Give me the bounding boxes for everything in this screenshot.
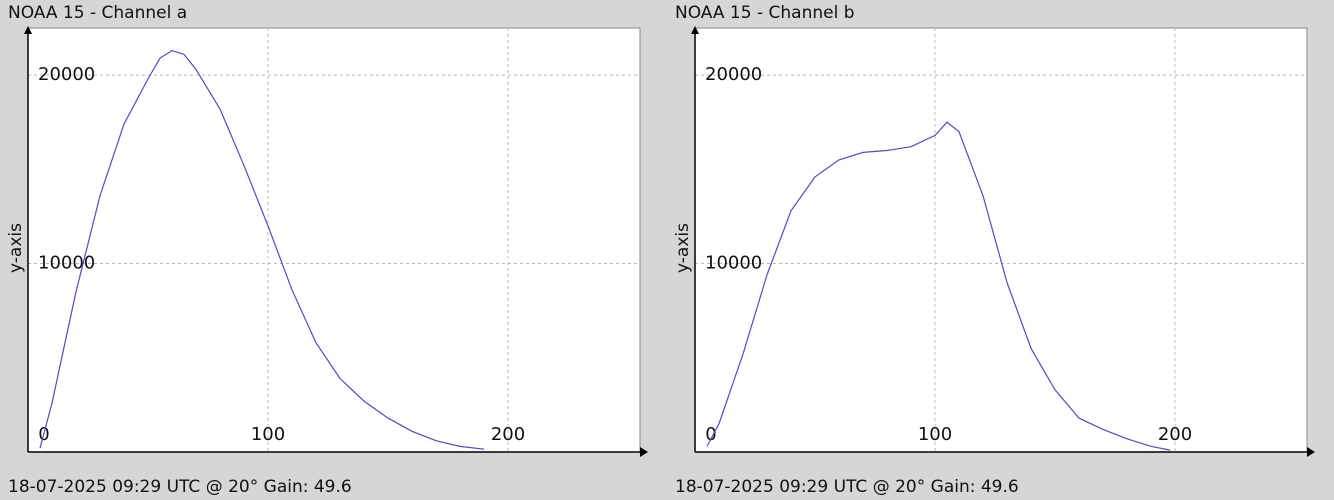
footer: 18-07-2025 09:29 UTC @ 20° Gain: 49.6	[8, 477, 352, 497]
y-arrow	[691, 26, 699, 34]
x-tick-label: 100	[251, 424, 285, 445]
y-tick-label: 10000	[705, 253, 762, 274]
plot-area	[694, 27, 1308, 453]
footer: 18-07-2025 09:29 UTC @ 20° Gain: 49.6	[675, 477, 1019, 497]
x-arrow	[640, 447, 648, 457]
x-arrow	[1307, 447, 1315, 457]
data-line	[39, 49, 485, 450]
chart-title: NOAA 15 - Channel b	[675, 3, 855, 23]
x-tick-label: 200	[491, 424, 525, 445]
x-tick-label: 0	[705, 424, 716, 445]
data-line	[706, 121, 1171, 451]
y-tick-label: 10000	[38, 253, 95, 274]
y-axis-label: y-axis	[6, 223, 26, 273]
y-tick-label: 20000	[705, 64, 762, 85]
x-tick-label: 200	[1158, 424, 1192, 445]
y-axis-label: y-axis	[673, 223, 693, 273]
chart-title: NOAA 15 - Channel a	[8, 3, 187, 23]
y-arrow	[24, 26, 32, 34]
plot-area	[27, 27, 641, 453]
x-tick-label: 100	[918, 424, 952, 445]
y-tick-label: 20000	[38, 64, 95, 85]
